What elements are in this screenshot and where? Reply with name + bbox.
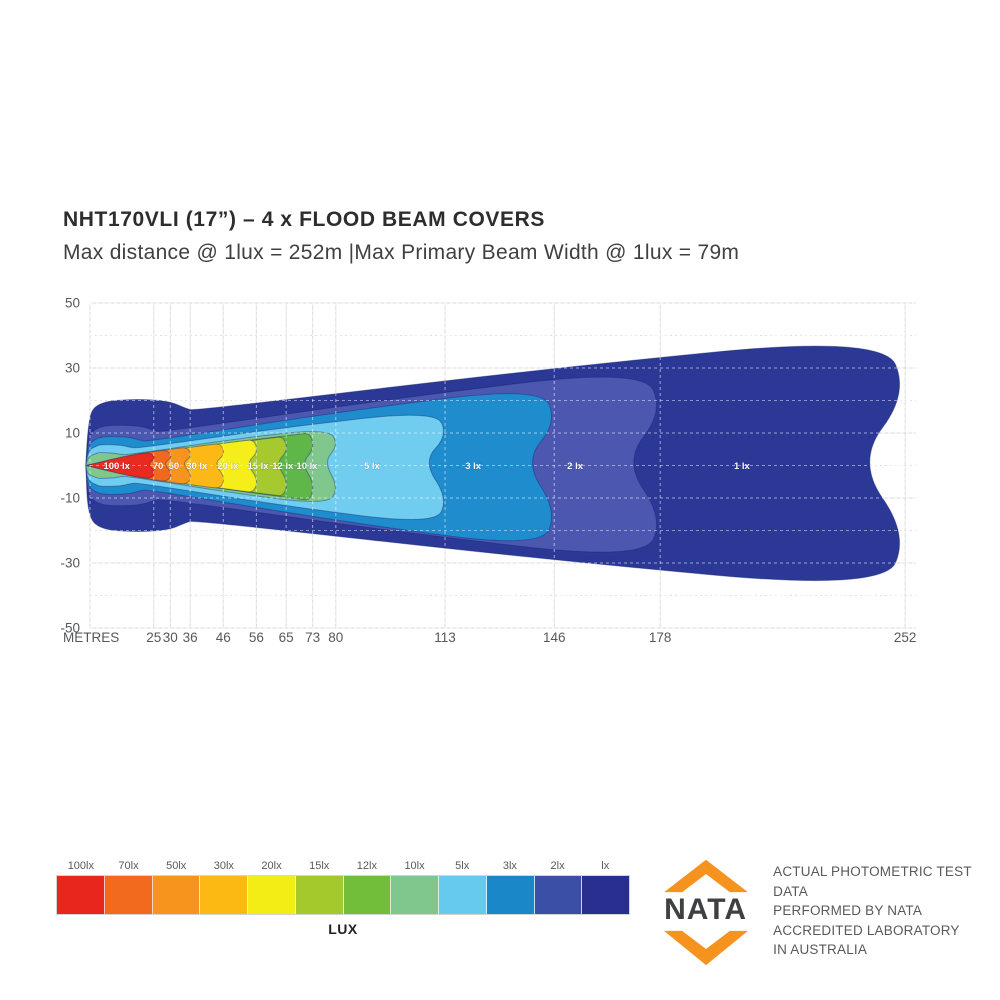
contour-label: 100 lx	[103, 461, 130, 472]
x-tick-label: 113	[434, 630, 456, 645]
nata-caption: ACTUAL PHOTOMETRIC TEST DATA PERFORMED B…	[773, 856, 1000, 960]
legend-item-label: 30lx	[213, 860, 234, 872]
y-tick-label: 50	[65, 296, 80, 311]
contour-label: 5 lx	[364, 461, 381, 472]
legend-swatch-15lx	[295, 876, 344, 914]
contour-label: 70	[153, 461, 164, 472]
nata-chevron-up-icon	[663, 859, 748, 893]
x-tick-label: 46	[216, 630, 231, 645]
nata-caption-line: ACTUAL PHOTOMETRIC TEST DATA	[773, 864, 972, 899]
legend-item-label: 10lx	[404, 860, 425, 872]
y-tick-label: 30	[65, 361, 80, 376]
nata-caption-line: ACCREDITED LABORATORY	[773, 922, 960, 938]
legend-swatch-lx	[582, 876, 629, 914]
contour-label: 2 lx	[567, 461, 584, 472]
legend-labels: 100lx 70lx 50lx 30lx 20lx 15lx 12lx 10lx 5lx 3lx 2…	[57, 860, 629, 872]
legend-swatch-30lx	[200, 876, 248, 914]
legend-item-label: 15lx	[309, 860, 330, 872]
legend-item-label: 70lx	[118, 860, 139, 872]
x-tick-label: 56	[249, 630, 264, 645]
legend-swatch-10lx	[391, 876, 439, 914]
x-tick-label: 178	[649, 630, 672, 645]
x-tick-label: 252	[894, 630, 917, 645]
contour-label: 30 lx	[186, 461, 208, 472]
x-tick-label: 73	[305, 630, 320, 645]
legend-item-label: lx	[601, 860, 610, 872]
x-tick-label: 146	[543, 630, 566, 645]
x-tick-label: 65	[279, 630, 294, 645]
x-tick-label: 80	[328, 630, 343, 645]
x-tick-label: 36	[183, 630, 198, 645]
legend-item-label: 5lx	[455, 860, 470, 872]
x-tick-label: 25	[146, 630, 161, 645]
nata-chevron-down-icon	[663, 930, 748, 966]
legend-color-bar	[56, 875, 630, 915]
x-tick-label: 30	[163, 630, 178, 645]
nata-caption-line: PERFORMED BY NATA	[773, 903, 923, 919]
contour-label: 10 lx	[296, 461, 318, 472]
contour-label: 12 lx	[272, 461, 294, 472]
legend-swatch-70lx	[104, 876, 153, 914]
contour-label: 1 lx	[734, 461, 751, 472]
page-title: NHT170VLI (17”) – 4 x FLOOD BEAM COVERS	[63, 208, 545, 231]
y-tick-label: -10	[60, 491, 80, 506]
contour-label: 50	[169, 461, 180, 472]
legend-swatch-12lx	[343, 876, 392, 914]
legend-swatch-50lx	[152, 876, 201, 914]
legend-item-label: 20lx	[261, 860, 282, 872]
legend-item-label: 3lx	[502, 860, 517, 872]
legend-swatch-5lx	[439, 876, 487, 914]
contour-label: 15 lx	[247, 461, 269, 472]
legend-swatch-3lx	[486, 876, 535, 914]
legend-swatch-2lx	[534, 876, 583, 914]
legend-item-label: 50lx	[166, 860, 187, 872]
contour-100lx	[86, 452, 155, 479]
nata-caption-line: IN AUSTRALIA	[773, 942, 868, 958]
legend-item-label: 2lx	[550, 860, 565, 872]
y-tick-label: 10	[65, 426, 80, 441]
nata-logo: NATA	[652, 856, 759, 969]
nata-accreditation-block: NATA ACTUAL PHOTOMETRIC TEST DATA PERFOR…	[652, 856, 1000, 969]
legend-swatch-20lx	[248, 876, 296, 914]
lux-legend: 100lx 70lx 50lx 30lx 20lx 15lx 12lx 10lx 5lx 3lx 2…	[56, 860, 630, 937]
legend-item-label: 100lx	[67, 860, 94, 872]
beam-contours	[85, 345, 901, 582]
x-axis-unit-label: METRES	[63, 630, 119, 645]
legend-item-label: 12lx	[356, 860, 377, 872]
legend-caption: LUX	[328, 921, 358, 937]
page-subtitle: Max distance @ 1lux = 252m |Max Primary …	[63, 241, 740, 264]
contour-label: 3 lx	[465, 461, 482, 472]
y-tick-label: -30	[60, 556, 80, 571]
y-tick-label: -50	[60, 621, 80, 636]
legend-swatch-100lx	[57, 876, 105, 914]
gridlines	[89, 302, 916, 629]
nata-wordmark: NATA	[664, 893, 747, 926]
contour-label: 20 lx	[217, 461, 239, 472]
